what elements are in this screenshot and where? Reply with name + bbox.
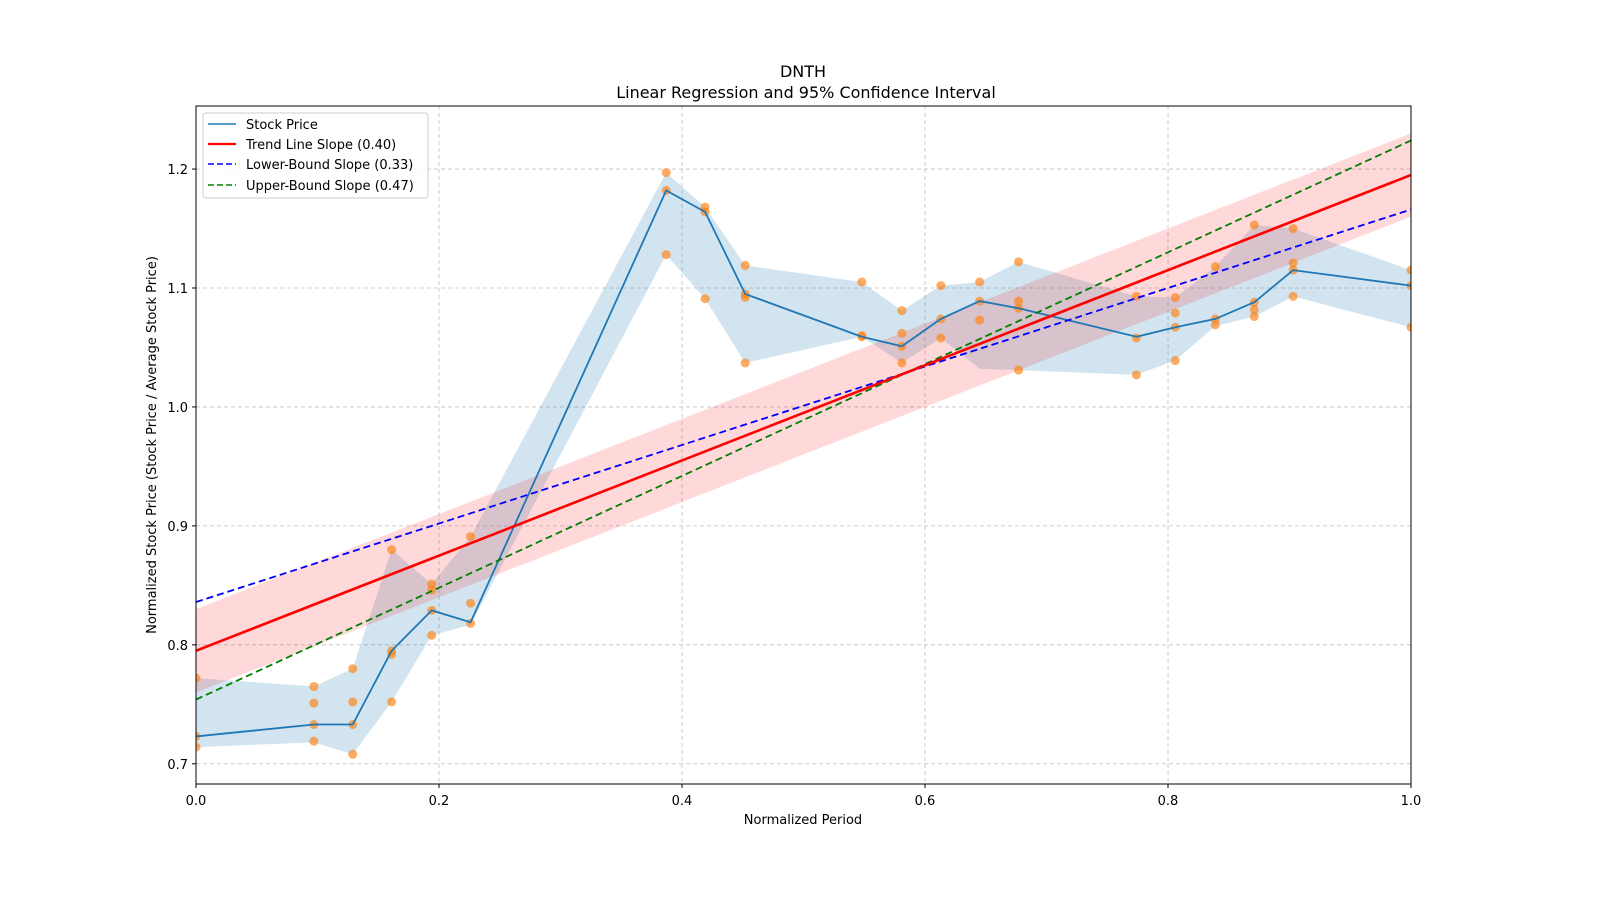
legend: Stock Price Trend Line Slope (0.40) Lowe… [202,112,429,199]
scatter-point [387,545,397,555]
legend-label: Trend Line Slope (0.40) [245,138,396,153]
scatter-point [196,742,201,752]
y-tick-label: 1.1 [167,282,188,297]
scatter-point [857,277,867,287]
legend-entry-trend-line: Trend Line Slope (0.40) [208,138,396,153]
scatter-point [1170,293,1180,303]
legend-entry-lower-bound: Lower-Bound Slope (0.33) [208,158,413,173]
chart-subtitle: Linear Regression and 95% Confidence Int… [616,83,996,102]
scatter-point [1131,370,1141,380]
scatter-point [1288,258,1298,268]
scatter-point [897,328,907,338]
scatter-point [309,698,319,708]
scatter-point [1131,333,1141,343]
x-axis-label: Normalized Period [744,813,862,828]
x-axis-ticks: 0.0 0.2 0.4 0.6 0.8 1.0 [186,784,1422,809]
scatter-point [700,294,710,304]
scatter-point [1170,356,1180,366]
lower-bound-line [196,208,1411,603]
upper-bound-line [196,139,1411,701]
scatter-point [348,664,358,674]
scatter-point [1249,312,1259,322]
scatter-point [1131,291,1141,301]
scatter-point [975,315,985,325]
x-tick-label: 0.4 [672,794,693,809]
scatter-point [1288,224,1298,234]
scatter-point [740,260,750,270]
scatter-point [1288,291,1298,301]
stock-price-line [196,189,1411,738]
scatter-point [1170,308,1180,318]
x-tick-label: 0.8 [1158,794,1179,809]
y-axis-ticks: 0.7 0.8 0.9 1.0 1.1 1.2 [167,163,196,773]
scatter-point [1210,262,1220,272]
scatter-point [466,598,476,608]
x-tick-label: 0.6 [915,794,936,809]
legend-label: Stock Price [246,118,318,133]
x-tick-label: 0.0 [186,794,207,809]
legend-label: Lower-Bound Slope (0.33) [246,158,413,173]
scatter-point [936,281,946,291]
scatter-point [1406,265,1411,275]
scatter-point [1210,320,1220,330]
scatter-point [740,358,750,368]
scatter-point [196,673,201,683]
scatter-point [897,306,907,316]
chart-title: DNTH [780,62,826,81]
y-tick-label: 0.9 [167,520,188,535]
scatter-point [427,630,437,640]
scatter-point [1014,365,1024,375]
scatter-point [1406,322,1411,332]
y-tick-label: 0.8 [167,639,188,654]
scatter-point [348,697,358,707]
y-tick-label: 1.2 [167,163,188,178]
x-tick-label: 0.2 [429,794,450,809]
scatter-point [1249,304,1259,314]
x-tick-label: 1.0 [1401,794,1422,809]
y-tick-label: 1.0 [167,401,188,416]
stock-price-range-band [196,172,1411,755]
legend-entry-upper-bound: Upper-Bound Slope (0.47) [208,179,414,194]
plot-frame [195,105,1412,785]
scatter-point [897,358,907,368]
y-axis-label: Normalized Stock Price (Stock Price / Av… [145,256,160,634]
plot-data [196,133,1411,759]
scatter-point [387,697,397,707]
scatter-point [661,250,671,260]
scatter-point [1014,296,1024,306]
scatter-point [661,168,671,178]
scatter-point [309,681,319,691]
legend-label: Upper-Bound Slope (0.47) [246,179,414,194]
legend-box [202,112,429,199]
scatter-point [975,277,985,287]
scatter-point [1014,257,1024,267]
y-tick-label: 0.7 [167,758,188,773]
legend-entry-stock-price: Stock Price [208,118,318,133]
scatter-point [466,532,476,542]
scatter-point [309,736,319,746]
trend-line [196,173,1411,652]
scatter-point [348,749,358,759]
scatter-point [936,333,946,343]
scatter-point [1249,220,1259,230]
